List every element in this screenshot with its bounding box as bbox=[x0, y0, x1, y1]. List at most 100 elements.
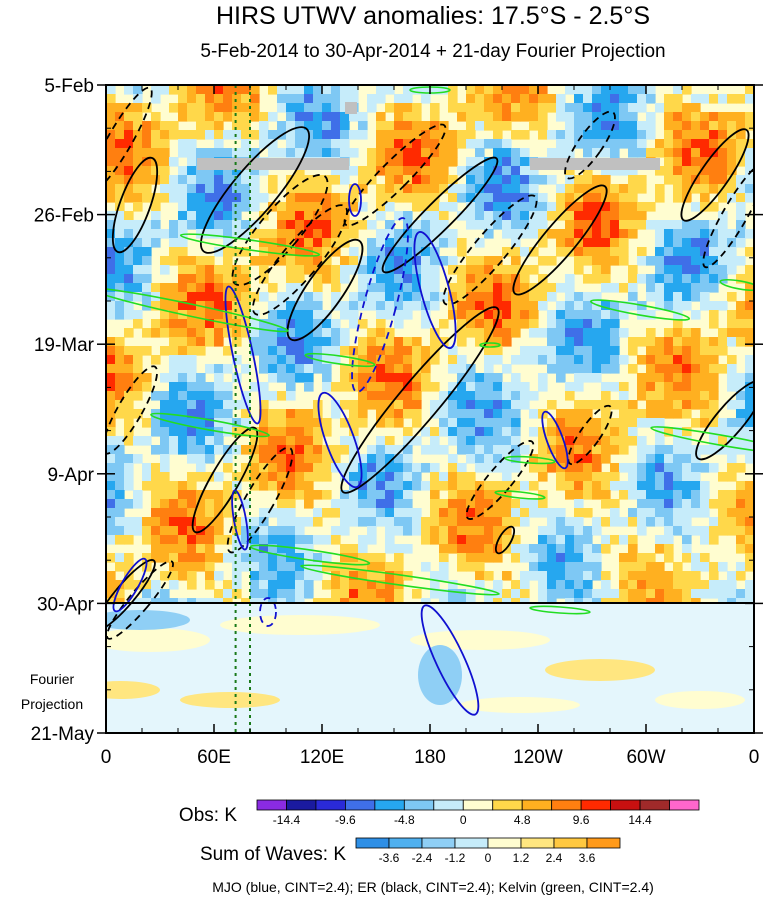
obs-legend-title: Obs: K bbox=[179, 805, 237, 826]
anomaly-cell bbox=[349, 193, 359, 203]
anomaly-cell bbox=[466, 373, 476, 383]
anomaly-cell bbox=[646, 346, 656, 356]
anomaly-cell bbox=[268, 139, 278, 149]
anomaly-cell bbox=[178, 517, 188, 527]
anomaly-cell bbox=[358, 220, 368, 230]
anomaly-cell bbox=[448, 589, 458, 599]
anomaly-cell bbox=[178, 256, 188, 266]
anomaly-cell bbox=[322, 121, 332, 131]
anomaly-cell bbox=[169, 157, 179, 167]
anomaly-cell bbox=[385, 490, 395, 500]
anomaly-cell bbox=[601, 490, 611, 500]
anomaly-cell bbox=[682, 508, 692, 518]
anomaly-cell bbox=[322, 472, 332, 482]
anomaly-cell bbox=[124, 391, 134, 401]
anomaly-cell bbox=[376, 139, 386, 149]
anomaly-cell bbox=[466, 130, 476, 140]
anomaly-cell bbox=[160, 418, 170, 428]
anomaly-cell bbox=[169, 238, 179, 248]
anomaly-cell bbox=[250, 202, 260, 212]
anomaly-cell bbox=[106, 580, 116, 590]
anomaly-cell bbox=[628, 553, 638, 563]
anomaly-cell bbox=[538, 229, 548, 239]
anomaly-cell bbox=[727, 580, 737, 590]
anomaly-cell bbox=[187, 193, 197, 203]
anomaly-cell bbox=[646, 409, 656, 419]
anomaly-cell bbox=[502, 265, 512, 275]
anomaly-cell bbox=[223, 265, 233, 275]
anomaly-cell bbox=[376, 166, 386, 176]
anomaly-cell bbox=[412, 472, 422, 482]
anomaly-cell bbox=[655, 139, 665, 149]
anomaly-cell bbox=[394, 94, 404, 104]
anomaly-cell bbox=[223, 346, 233, 356]
anomaly-cell bbox=[259, 382, 269, 392]
anomaly-cell bbox=[682, 274, 692, 284]
anomaly-cell bbox=[574, 508, 584, 518]
anomaly-cell bbox=[295, 193, 305, 203]
anomaly-cell bbox=[502, 598, 512, 604]
anomaly-cell bbox=[709, 229, 719, 239]
anomaly-cell bbox=[700, 220, 710, 230]
anomaly-cell bbox=[664, 292, 674, 302]
anomaly-cell bbox=[655, 544, 665, 554]
anomaly-cell bbox=[430, 283, 440, 293]
anomaly-cell bbox=[637, 472, 647, 482]
anomaly-cell bbox=[592, 94, 602, 104]
anomaly-cell bbox=[691, 481, 701, 491]
anomaly-cell bbox=[169, 571, 179, 581]
anomaly-cell bbox=[160, 328, 170, 338]
wave-contour bbox=[479, 342, 501, 348]
anomaly-cell bbox=[115, 229, 125, 239]
waves-swatch bbox=[454, 837, 489, 849]
anomaly-cell bbox=[313, 94, 323, 104]
anomaly-cell bbox=[268, 571, 278, 581]
anomaly-cell bbox=[160, 121, 170, 131]
anomaly-cell bbox=[448, 94, 458, 104]
wave-contour bbox=[680, 128, 750, 222]
anomaly-cell bbox=[502, 310, 512, 320]
anomaly-cell bbox=[484, 103, 494, 113]
anomaly-cell bbox=[475, 112, 485, 122]
anomaly-cell bbox=[538, 571, 548, 581]
waves-swatch bbox=[553, 837, 588, 849]
anomaly-cell bbox=[556, 454, 566, 464]
anomaly-cell bbox=[673, 445, 683, 455]
anomaly-cell bbox=[322, 319, 332, 329]
anomaly-cell bbox=[646, 85, 656, 95]
anomaly-cell bbox=[700, 382, 710, 392]
anomaly-cell bbox=[277, 391, 287, 401]
anomaly-cell bbox=[241, 148, 251, 158]
anomaly-cell bbox=[610, 283, 620, 293]
anomaly-cell bbox=[592, 238, 602, 248]
anomaly-cell bbox=[142, 589, 152, 599]
anomaly-cell bbox=[250, 292, 260, 302]
waves-label: 2.4 bbox=[546, 851, 563, 865]
anomaly-cell bbox=[124, 310, 134, 320]
anomaly-cell bbox=[232, 121, 242, 131]
anomaly-cell bbox=[268, 481, 278, 491]
anomaly-cell bbox=[187, 310, 197, 320]
anomaly-cell bbox=[448, 103, 458, 113]
anomaly-cell bbox=[322, 364, 332, 374]
anomaly-cell bbox=[628, 94, 638, 104]
anomaly-cell bbox=[106, 184, 116, 194]
anomaly-cell bbox=[268, 310, 278, 320]
anomaly-cell bbox=[385, 364, 395, 374]
anomaly-cell bbox=[358, 283, 368, 293]
anomaly-cell bbox=[574, 184, 584, 194]
anomaly-cell bbox=[502, 103, 512, 113]
anomaly-cell bbox=[619, 598, 629, 604]
anomaly-cell bbox=[601, 517, 611, 527]
anomaly-cell bbox=[691, 103, 701, 113]
anomaly-cell bbox=[133, 193, 143, 203]
anomaly-cell bbox=[682, 283, 692, 293]
anomaly-cell bbox=[286, 409, 296, 419]
anomaly-cell bbox=[106, 139, 116, 149]
anomaly-cell bbox=[529, 310, 539, 320]
anomaly-cell bbox=[637, 94, 647, 104]
anomaly-cell bbox=[457, 472, 467, 482]
anomaly-cell bbox=[169, 364, 179, 374]
anomaly-cell bbox=[385, 445, 395, 455]
anomaly-cell bbox=[385, 598, 395, 604]
